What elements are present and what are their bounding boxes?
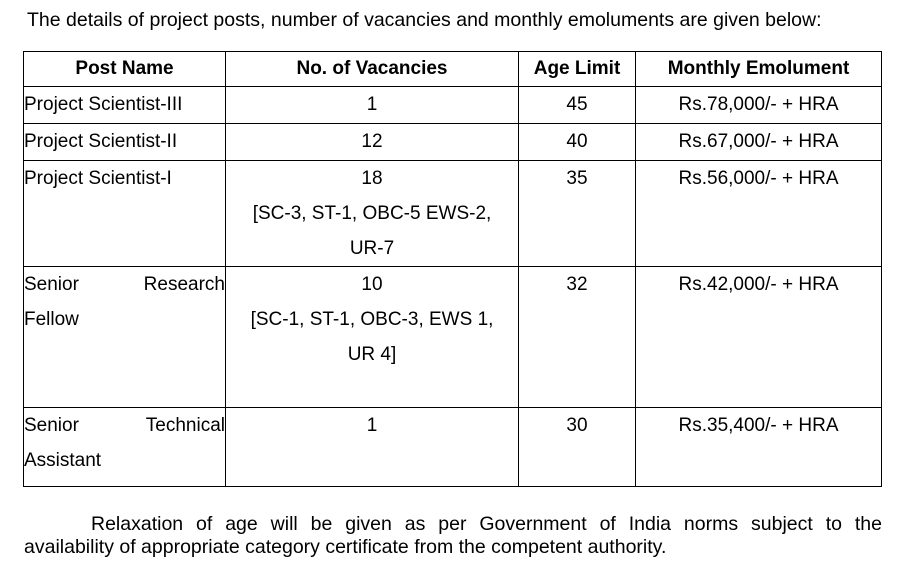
vacancy-count: 18 xyxy=(361,168,383,189)
vacancies-cell: 1 xyxy=(225,86,519,124)
post-name-word: Senior xyxy=(24,274,79,295)
intro-text: The details of project posts, number of … xyxy=(27,9,822,31)
age-limit-cell: 30 xyxy=(518,407,636,487)
vacancy-breakup: UR-7 xyxy=(349,238,395,259)
vacancies-cell: 18 [SC-3, ST-1, OBC-5 EWS-2, UR-7 xyxy=(225,160,519,267)
post-name-word: Technical xyxy=(145,415,225,436)
post-name-word: Assistant xyxy=(24,450,102,471)
project-posts-table: Post Name No. of Vacancies Age Limit Mon… xyxy=(23,51,882,487)
post-name-cell: Senior Research Fellow xyxy=(23,266,226,408)
post-name-cell: Project Scientist-III xyxy=(23,86,226,124)
post-name-word: Fellow xyxy=(24,309,79,330)
post-name-word: Research xyxy=(143,274,225,295)
age-limit-cell: 45 xyxy=(518,86,636,124)
age-limit-cell: 32 xyxy=(518,266,636,408)
vacancy-breakup: UR 4] xyxy=(347,344,397,365)
note-line: availability of appropriate category cer… xyxy=(24,536,667,558)
age-relaxation-note: Relaxation of age will be given as per G… xyxy=(24,513,882,559)
table-row: Project Scientist-I 18 [SC-3, ST-1, OBC-… xyxy=(23,160,882,267)
table-row: Senior Technical Assistant 1 30 Rs.35,40… xyxy=(23,407,882,487)
table-header-row: Post Name No. of Vacancies Age Limit Mon… xyxy=(23,51,882,87)
vacancies-cell: 10 [SC-1, ST-1, OBC-3, EWS 1, UR 4] xyxy=(225,266,519,408)
age-limit-cell: 40 xyxy=(518,123,636,161)
table-row: Project Scientist-III 1 45 Rs.78,000/- +… xyxy=(23,86,882,124)
table-row: Project Scientist-II 12 40 Rs.67,000/- +… xyxy=(23,123,882,161)
header-post-name: Post Name xyxy=(23,51,226,87)
header-emolument: Monthly Emolument xyxy=(635,51,882,87)
note-line: Relaxation of age will be given as per G… xyxy=(91,513,882,535)
post-name-cell: Project Scientist-I xyxy=(23,160,226,267)
vacancy-breakup: [SC-3, ST-1, OBC-5 EWS-2, xyxy=(252,203,492,224)
vacancy-count: 10 xyxy=(361,274,383,295)
header-age-limit: Age Limit xyxy=(518,51,636,87)
vacancies-cell: 12 xyxy=(225,123,519,161)
vacancy-breakup: [SC-1, ST-1, OBC-3, EWS 1, xyxy=(250,309,494,330)
table-row: Senior Research Fellow 10 [SC-1, ST-1, O… xyxy=(23,266,882,408)
emolument-cell: Rs.56,000/- + HRA xyxy=(635,160,882,267)
post-name-cell: Project Scientist-II xyxy=(23,123,226,161)
age-limit-cell: 35 xyxy=(518,160,636,267)
post-name-word: Senior xyxy=(24,415,79,436)
header-vacancies: No. of Vacancies xyxy=(225,51,519,87)
emolument-cell: Rs.35,400/- + HRA xyxy=(635,407,882,487)
emolument-cell: Rs.78,000/- + HRA xyxy=(635,86,882,124)
vacancies-cell: 1 xyxy=(225,407,519,487)
post-name-cell: Senior Technical Assistant xyxy=(23,407,226,487)
emolument-cell: Rs.67,000/- + HRA xyxy=(635,123,882,161)
emolument-cell: Rs.42,000/- + HRA xyxy=(635,266,882,408)
